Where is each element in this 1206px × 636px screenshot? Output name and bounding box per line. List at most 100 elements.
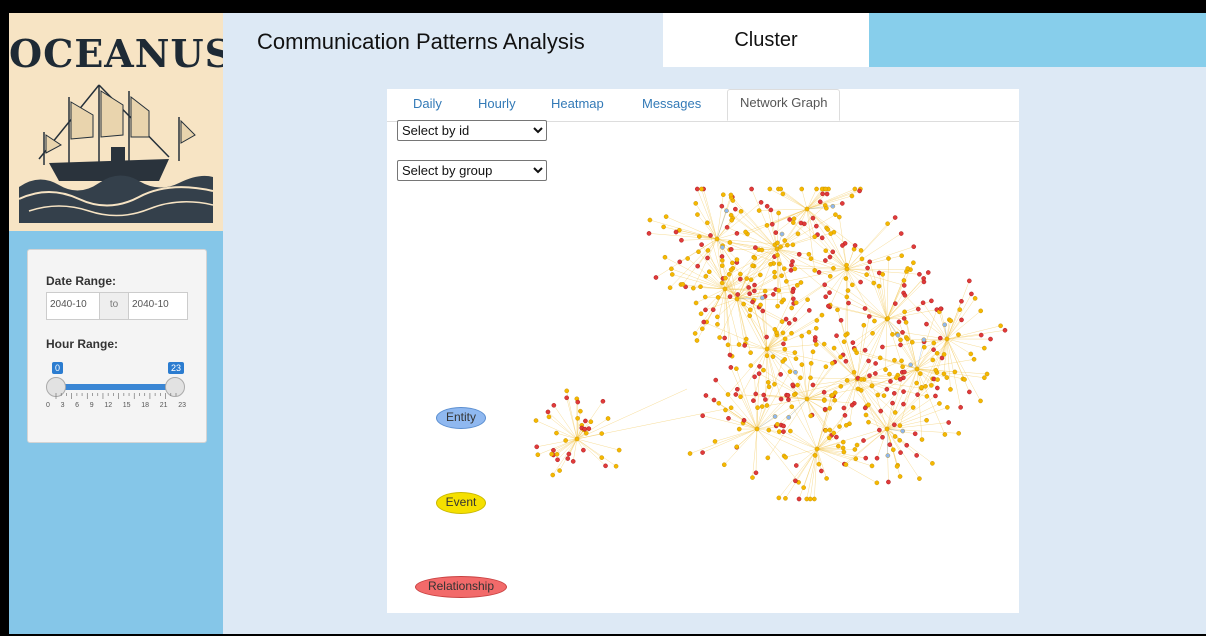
graph-node[interactable] bbox=[735, 292, 740, 297]
graph-node[interactable] bbox=[772, 274, 778, 280]
graph-node[interactable] bbox=[747, 291, 752, 296]
graph-node[interactable] bbox=[776, 261, 782, 267]
graph-node[interactable] bbox=[715, 322, 720, 327]
graph-node[interactable] bbox=[872, 318, 877, 324]
graph-node[interactable] bbox=[719, 263, 725, 268]
graph-node[interactable] bbox=[758, 272, 763, 278]
graph-node[interactable] bbox=[893, 375, 899, 381]
graph-node[interactable] bbox=[757, 364, 762, 369]
graph-node[interactable] bbox=[741, 301, 746, 307]
graph-node[interactable] bbox=[776, 288, 782, 293]
graph-node[interactable] bbox=[696, 249, 701, 255]
graph-node[interactable] bbox=[795, 282, 800, 288]
graph-node[interactable] bbox=[852, 186, 858, 192]
graph-node[interactable] bbox=[728, 247, 734, 252]
graph-node[interactable] bbox=[902, 369, 907, 375]
tab-cluster[interactable]: Cluster bbox=[663, 13, 869, 67]
graph-node[interactable] bbox=[914, 366, 920, 372]
graph-node[interactable] bbox=[728, 192, 734, 198]
graph-node[interactable] bbox=[748, 277, 754, 283]
graph-node[interactable] bbox=[941, 371, 947, 377]
graph-node[interactable] bbox=[725, 392, 731, 397]
graph-node[interactable] bbox=[705, 255, 710, 261]
graph-node[interactable] bbox=[780, 330, 786, 336]
graph-node[interactable] bbox=[737, 276, 743, 282]
graph-node[interactable] bbox=[792, 350, 798, 355]
graph-node[interactable] bbox=[908, 362, 913, 368]
graph-node[interactable] bbox=[982, 345, 987, 351]
graph-node[interactable] bbox=[734, 366, 739, 371]
graph-node[interactable] bbox=[812, 453, 818, 458]
graph-node[interactable] bbox=[613, 463, 619, 469]
graph-node[interactable] bbox=[875, 392, 881, 398]
graph-node[interactable] bbox=[788, 428, 793, 434]
tab-hourly[interactable]: Hourly bbox=[478, 96, 516, 111]
graph-node[interactable] bbox=[789, 305, 794, 311]
graph-node[interactable] bbox=[747, 307, 753, 313]
graph-node[interactable] bbox=[734, 296, 740, 302]
graph-node[interactable] bbox=[898, 450, 903, 455]
graph-node[interactable] bbox=[793, 356, 799, 361]
graph-node[interactable] bbox=[775, 252, 780, 258]
graph-node[interactable] bbox=[764, 353, 770, 359]
graph-node[interactable] bbox=[984, 371, 990, 377]
graph-node[interactable] bbox=[787, 369, 793, 374]
graph-node[interactable] bbox=[792, 317, 798, 322]
graph-node[interactable] bbox=[698, 284, 703, 290]
graph-node[interactable] bbox=[733, 206, 738, 212]
graph-node[interactable] bbox=[917, 476, 922, 481]
graph-node[interactable] bbox=[738, 271, 743, 277]
graph-node[interactable] bbox=[850, 282, 855, 288]
graph-node[interactable] bbox=[867, 259, 873, 265]
graph-node[interactable] bbox=[752, 255, 758, 261]
graph-node[interactable] bbox=[968, 351, 974, 357]
graph-node[interactable] bbox=[931, 347, 936, 352]
graph-node[interactable] bbox=[832, 390, 838, 395]
graph-node[interactable] bbox=[876, 283, 882, 289]
graph-node[interactable] bbox=[827, 254, 833, 260]
graph-node[interactable] bbox=[812, 496, 817, 502]
graph-node[interactable] bbox=[843, 358, 849, 364]
graph-node[interactable] bbox=[779, 273, 784, 279]
graph-node[interactable] bbox=[758, 302, 763, 308]
graph-node[interactable] bbox=[890, 447, 896, 453]
graph-node[interactable] bbox=[761, 392, 767, 398]
graph-node[interactable] bbox=[832, 397, 838, 403]
graph-node[interactable] bbox=[786, 415, 791, 420]
graph-node[interactable] bbox=[806, 329, 812, 335]
graph-node[interactable] bbox=[736, 426, 742, 432]
graph-node[interactable] bbox=[805, 297, 810, 302]
graph-node[interactable] bbox=[844, 266, 850, 272]
graph-node[interactable] bbox=[813, 326, 819, 331]
graph-node[interactable] bbox=[764, 223, 770, 228]
graph-node[interactable] bbox=[772, 414, 778, 419]
graph-node[interactable] bbox=[821, 398, 827, 403]
graph-node[interactable] bbox=[691, 285, 696, 291]
graph-node[interactable] bbox=[533, 418, 539, 423]
graph-node[interactable] bbox=[799, 333, 805, 339]
graph-node[interactable] bbox=[899, 253, 904, 259]
graph-node[interactable] bbox=[583, 418, 588, 424]
date-start-input[interactable]: 2040-10 bbox=[50, 299, 87, 310]
graph-node[interactable] bbox=[738, 209, 744, 214]
graph-node[interactable] bbox=[795, 231, 801, 237]
graph-node[interactable] bbox=[725, 342, 731, 348]
graph-node[interactable] bbox=[894, 464, 900, 469]
graph-node[interactable] bbox=[679, 237, 684, 243]
graph-node[interactable] bbox=[669, 266, 674, 272]
graph-node[interactable] bbox=[937, 401, 942, 406]
graph-node[interactable] bbox=[599, 431, 604, 436]
graph-node[interactable] bbox=[888, 379, 893, 384]
graph-node[interactable] bbox=[605, 416, 611, 421]
graph-node[interactable] bbox=[702, 294, 708, 300]
graph-node[interactable] bbox=[789, 330, 794, 336]
graph-node[interactable] bbox=[840, 243, 845, 248]
graph-node[interactable] bbox=[877, 427, 882, 433]
graph-node[interactable] bbox=[840, 201, 845, 206]
graph-node[interactable] bbox=[819, 235, 825, 241]
graph-node[interactable] bbox=[841, 339, 847, 345]
graph-node[interactable] bbox=[801, 485, 806, 490]
graph-node[interactable] bbox=[958, 405, 963, 410]
graph-node[interactable] bbox=[779, 319, 785, 324]
graph-node[interactable] bbox=[929, 298, 934, 304]
